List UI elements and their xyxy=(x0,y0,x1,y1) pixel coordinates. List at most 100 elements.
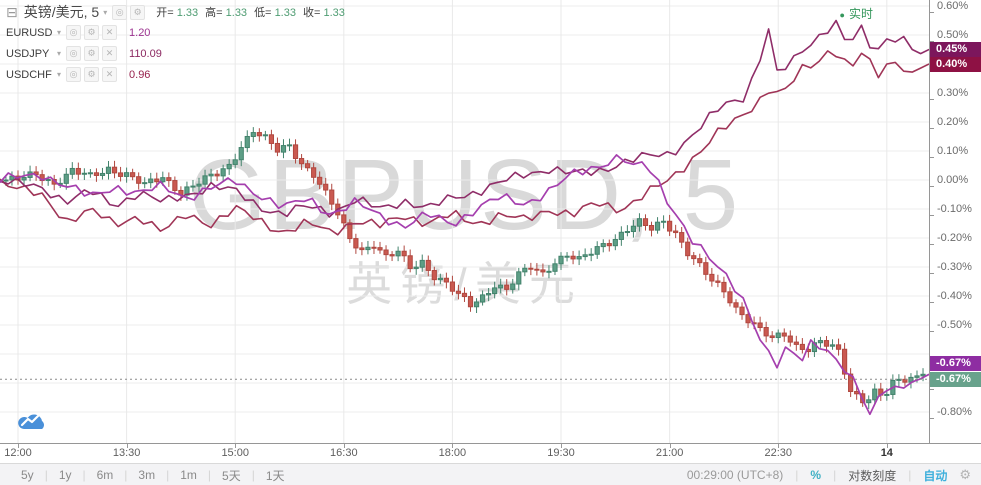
hide-symbol-icon[interactable]: ◎ xyxy=(66,67,82,82)
candle-body xyxy=(298,158,305,165)
candle-body xyxy=(884,393,890,396)
platform-logo[interactable] xyxy=(17,409,49,433)
time-tick xyxy=(561,444,562,448)
candle-body xyxy=(268,134,275,144)
candle-body xyxy=(636,218,643,227)
remove-symbol-icon[interactable]: ✕ xyxy=(102,67,118,82)
symbol-settings-icon[interactable]: ⚙ xyxy=(84,25,100,40)
symbol-settings-icon[interactable]: ⚙ xyxy=(130,4,146,20)
chart-pane[interactable]: GBPUSD, 5 英镑/美元 ⊟ 英镑/美元, 5 ▾ ◎ ⚙ 开= 1.33… xyxy=(0,0,929,443)
candle-body xyxy=(238,147,244,161)
range-button-1m[interactable]: 1m xyxy=(180,468,197,482)
y-axis-tick-label: -0.50% xyxy=(937,319,972,331)
candle-body xyxy=(214,173,220,177)
auto-scale-button[interactable]: 自动 xyxy=(923,468,948,483)
tick-mark xyxy=(930,186,934,187)
remove-symbol-icon[interactable]: ✕ xyxy=(102,25,118,40)
candle-body xyxy=(142,182,148,185)
hide-symbol-icon[interactable]: ◎ xyxy=(112,4,128,20)
candle-body xyxy=(154,178,160,183)
separator: | xyxy=(251,468,255,482)
candle-body xyxy=(648,225,655,231)
legend: ⊟ 英镑/美元, 5 ▾ ◎ ⚙ 开= 1.33 高= 1.33 低= 1.33 收=… xyxy=(6,2,352,85)
bottom-toolbar: 5y | 1y | 6m | 3m | 1m | 5天 | 1天 00:29:00 (UTC+8) | … xyxy=(0,463,981,485)
candle-body xyxy=(570,255,576,260)
settings-gear-icon[interactable]: ⚙ xyxy=(959,467,971,482)
range-button-1y[interactable]: 1y xyxy=(58,468,72,482)
price-chart[interactable] xyxy=(0,0,929,443)
separator: | xyxy=(166,468,170,482)
time-axis-label: 14 xyxy=(880,447,893,459)
hide-symbol-icon[interactable]: ◎ xyxy=(66,46,82,61)
chevron-down-icon[interactable]: ▾ xyxy=(57,28,62,37)
hide-symbol-icon[interactable]: ◎ xyxy=(66,25,82,40)
symbol-settings-icon[interactable]: ⚙ xyxy=(84,67,100,82)
time-axis-label: 18:00 xyxy=(438,447,467,459)
ohlc-label: 高= xyxy=(205,7,223,19)
range-button-5y[interactable]: 5y xyxy=(21,468,34,482)
candle-body xyxy=(618,231,624,240)
candle-body xyxy=(600,243,606,248)
candle-body xyxy=(69,167,75,175)
range-button-1天[interactable]: 1天 xyxy=(265,468,285,483)
compare-line-eurusd xyxy=(0,154,929,416)
candle-body xyxy=(389,254,395,257)
symbol-settings-icon[interactable]: ⚙ xyxy=(84,46,100,61)
candle-body xyxy=(528,267,534,270)
range-button-5天[interactable]: 5天 xyxy=(222,468,241,483)
symbol-title[interactable]: 英镑/美元, 5 xyxy=(23,4,100,20)
candle-body xyxy=(250,132,256,137)
chevron-down-icon[interactable]: ▾ xyxy=(103,7,108,17)
candle-body xyxy=(232,159,238,165)
candle-body xyxy=(190,185,196,188)
candle-body xyxy=(498,284,504,289)
candle-body xyxy=(691,255,697,260)
candle-body xyxy=(407,255,413,269)
price-badge: 0.45% xyxy=(930,42,981,57)
chevron-down-icon[interactable]: ▾ xyxy=(57,49,62,58)
candle-body xyxy=(329,189,335,205)
clock[interactable]: 00:29:00 (UTC+8) xyxy=(686,468,784,482)
candle-body xyxy=(311,167,317,178)
candle-body xyxy=(667,220,673,232)
y-axis-tick: -0.10% xyxy=(930,203,981,221)
remove-symbol-icon[interactable]: ✕ xyxy=(102,46,118,61)
y-axis-tick-label: 0.60% xyxy=(937,0,969,12)
chevron-down-icon[interactable]: ▾ xyxy=(57,70,62,79)
candle-body xyxy=(835,344,842,350)
candle-body xyxy=(220,168,226,177)
y-axis-tick: -0.40% xyxy=(930,290,981,308)
candle-body xyxy=(727,291,733,304)
y-axis-tick: 0.10% xyxy=(930,145,981,163)
candle-body xyxy=(781,332,787,337)
candle-body xyxy=(612,238,618,247)
candle-body xyxy=(130,172,136,178)
y-axis-tick: 0.00% xyxy=(930,174,981,192)
candle-body xyxy=(172,180,178,191)
time-axis[interactable]: 12:00 13:30 15:00 16:30 18:00 19:30 21:00 22:30… xyxy=(0,443,981,464)
candle-body xyxy=(45,178,51,182)
range-button-6m[interactable]: 6m xyxy=(96,468,114,482)
compare-symbol-name[interactable]: EURUSD xyxy=(6,26,53,39)
range-button-3m[interactable]: 3m xyxy=(138,468,156,482)
percent-scale-button[interactable]: % xyxy=(810,468,822,482)
candle-body xyxy=(841,348,848,375)
candle-body xyxy=(81,172,87,175)
candle-body xyxy=(787,335,793,343)
ohlc-values: 开= 1.33 高= 1.33 低= 1.33 收= 1.33 xyxy=(156,4,352,20)
candle-body xyxy=(594,246,600,255)
candle-body xyxy=(763,327,769,337)
candle-body xyxy=(431,269,437,281)
candle-body xyxy=(679,232,685,243)
compare-symbol-name[interactable]: USDCHF xyxy=(6,68,52,81)
price-axis[interactable]: 0.60% 0.50% 0.40% 0.30% 0.20% 0.10% 0.00% -0.10… xyxy=(929,0,981,443)
tick-mark xyxy=(930,302,934,303)
candle-body xyxy=(896,378,902,381)
compare-symbol-name[interactable]: USDJPY xyxy=(6,47,50,60)
log-scale-button[interactable]: 对数刻度 xyxy=(848,468,897,483)
collapse-legend-icon[interactable]: ⊟ xyxy=(6,3,18,20)
candle-body xyxy=(769,335,775,339)
candle-body xyxy=(817,340,824,344)
candle-body xyxy=(401,250,407,257)
y-axis-tick-label: 0.00% xyxy=(937,174,969,186)
